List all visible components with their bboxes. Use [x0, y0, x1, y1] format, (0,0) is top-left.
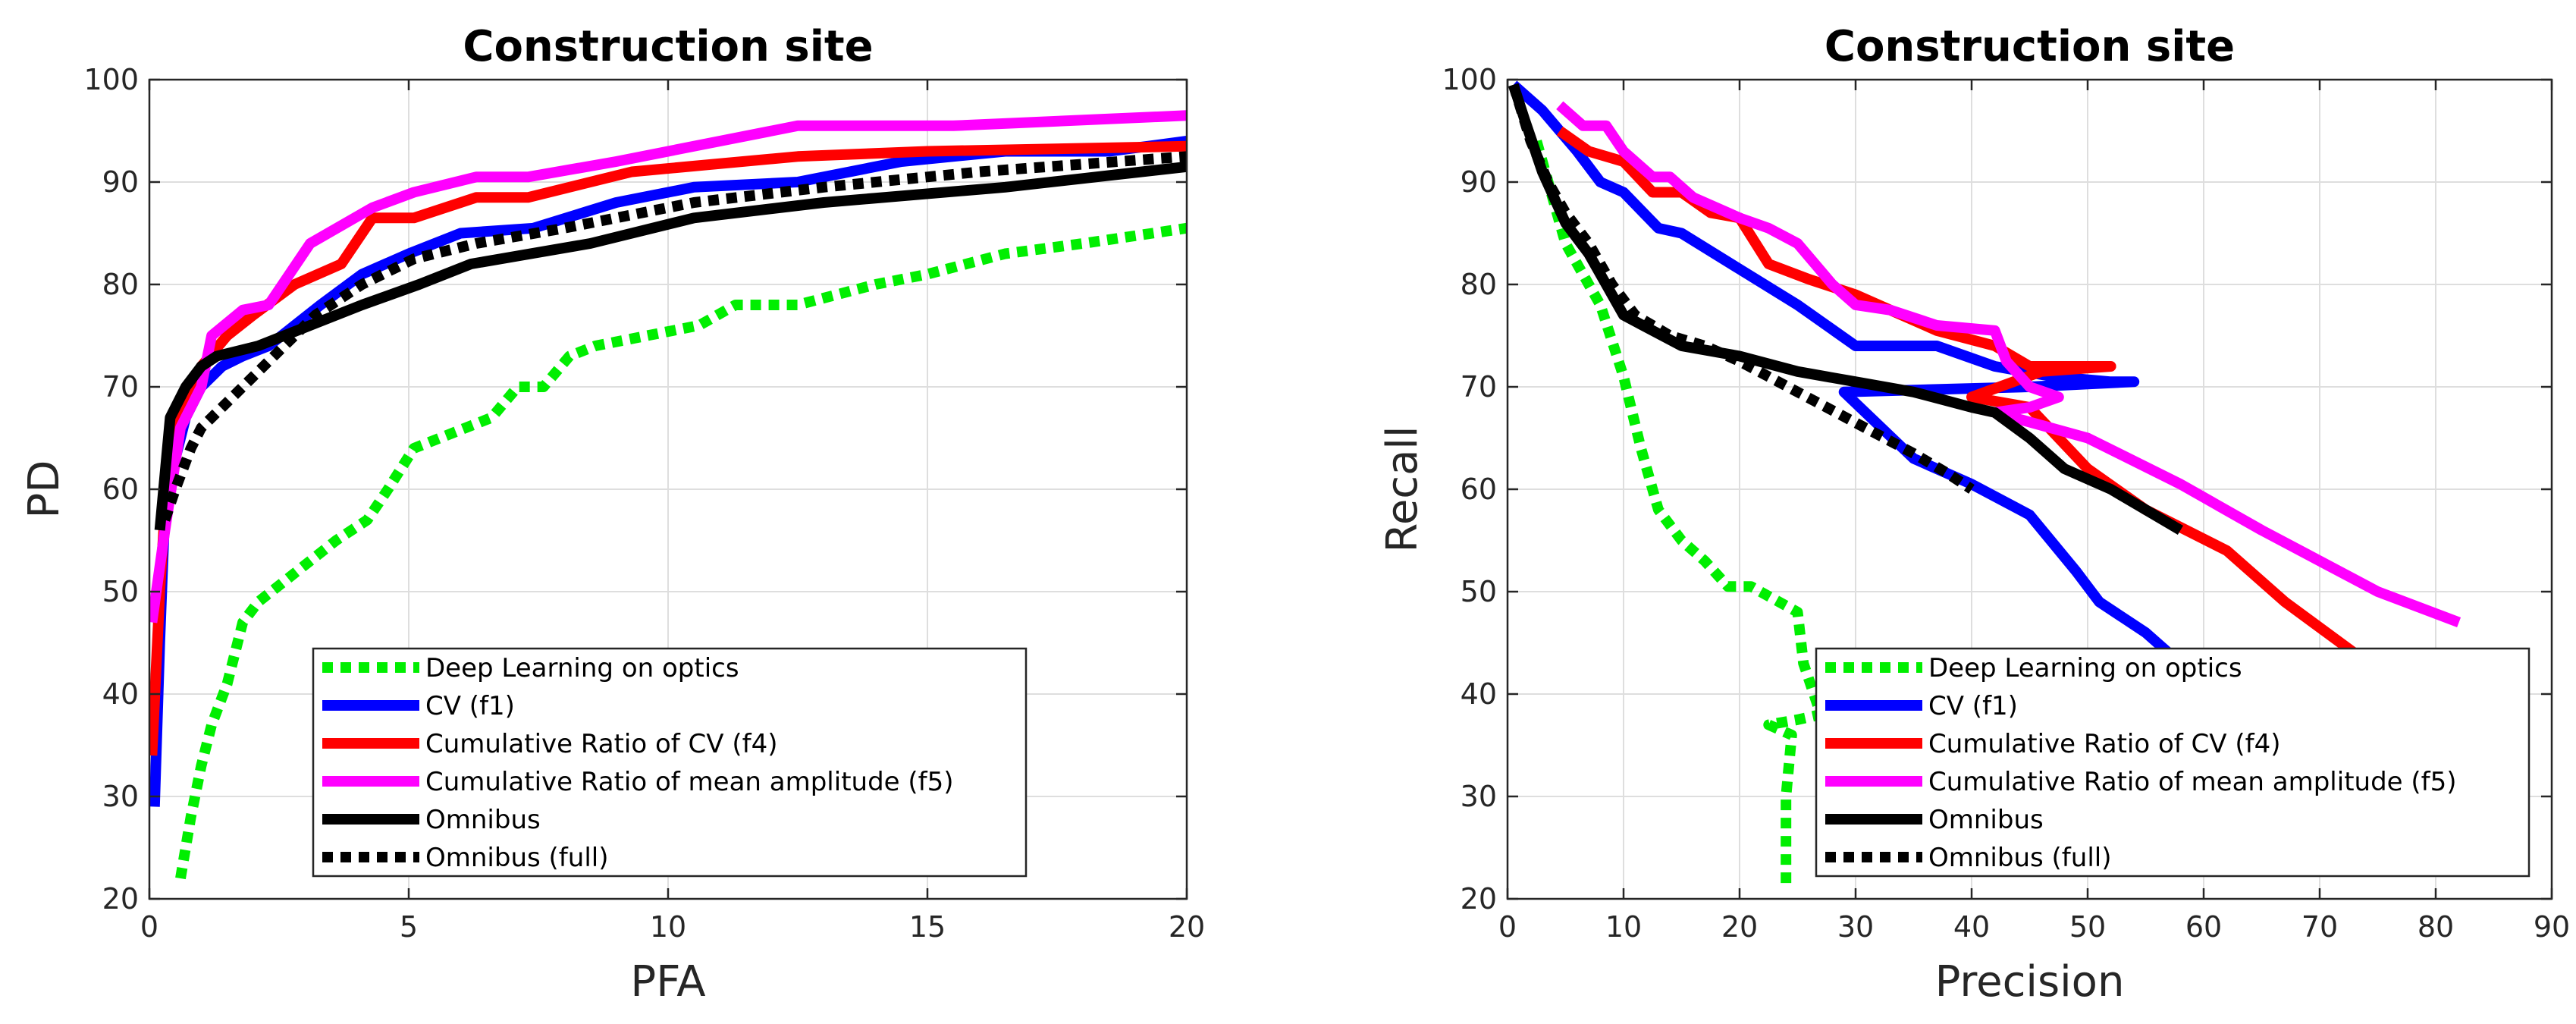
y-tick-label: 40	[102, 677, 139, 711]
series-line-3	[149, 110, 1187, 624]
y-tick-label: 70	[1461, 370, 1497, 404]
legend-box	[312, 647, 1028, 878]
y-tick-label: 80	[1461, 268, 1497, 301]
y-tick-label: 30	[102, 780, 139, 813]
series-line-3	[1556, 101, 2461, 628]
legend: Deep Learning on optics CV (f1) Cumulative…	[312, 647, 1028, 878]
y-tick-label: 20	[102, 882, 139, 916]
series-line-4	[154, 161, 1187, 531]
x-tick-label: 10	[1605, 910, 1642, 944]
y-tick-label: 40	[1461, 677, 1497, 711]
x-axis-label: PFA	[630, 957, 705, 1007]
y-tick-label: 70	[102, 370, 139, 404]
legend-label-5: Omnibus (full)	[1928, 843, 2111, 873]
y-axis-label: PD	[20, 460, 69, 519]
legend-label-0: Deep Learning on optics	[1928, 653, 2242, 683]
x-tick-label: 60	[2185, 910, 2222, 944]
series-line-4	[1508, 83, 2183, 536]
chart-title: Construction site	[1825, 22, 2235, 71]
legend-label-4: Omnibus	[1928, 805, 2044, 835]
legend-label-1: CV (f1)	[425, 691, 515, 721]
legend: Deep Learning on optics CV (f1) Cumulative…	[1815, 647, 2531, 878]
legend-label-1: CV (f1)	[1928, 691, 2018, 721]
y-tick-label: 50	[102, 575, 139, 608]
legend-label-4: Omnibus	[425, 805, 541, 835]
x-tick-label: 15	[909, 910, 946, 944]
x-tick-label: 20	[1721, 910, 1758, 944]
x-tick-label: 0	[140, 910, 158, 944]
y-tick-label: 60	[1461, 473, 1497, 506]
legend-label-5: Omnibus (full)	[425, 843, 608, 873]
x-tick-label: 80	[2418, 910, 2454, 944]
y-tick-label: 60	[102, 473, 139, 506]
y-axis-label: Recall	[1378, 426, 1427, 552]
series-line-0	[175, 222, 1187, 880]
series-line-0	[1531, 140, 1827, 889]
legend-label-0: Deep Learning on optics	[425, 653, 739, 683]
right-chart-precision-recall: 0 10 20 30 40 50 60 70 80 90 20 30 40 50 60 70 80 90 100 Co…	[1378, 22, 2570, 1007]
x-axis-label: Precision	[1935, 957, 2125, 1007]
y-tick-label: 90	[102, 165, 139, 199]
x-tick-label: 50	[2069, 910, 2106, 944]
y-tick-label: 50	[1461, 575, 1497, 608]
y-tick-label: 100	[1442, 63, 1497, 96]
y-tick-label: 90	[1461, 165, 1497, 199]
y-tick-label: 20	[1461, 882, 1497, 916]
x-tick-label: 70	[2301, 910, 2338, 944]
legend-box	[1815, 647, 2531, 878]
x-tick-label: 40	[1953, 910, 1990, 944]
legend-label-2: Cumulative Ratio of CV (f4)	[425, 729, 777, 759]
y-tick-label: 30	[1461, 780, 1497, 813]
legend-label-3: Cumulative Ratio of mean amplitude (f5)	[425, 767, 954, 797]
x-tick-label: 90	[2534, 910, 2570, 944]
chart-title: Construction site	[463, 22, 873, 71]
series-line-1	[1510, 80, 2173, 658]
legend-label-2: Cumulative Ratio of CV (f4)	[1928, 729, 2280, 759]
series-group	[1508, 80, 2461, 889]
y-tick-label: 100	[83, 63, 139, 96]
x-tick-label: 5	[400, 910, 418, 944]
series-group	[149, 110, 1187, 880]
legend-label-3: Cumulative Ratio of mean amplitude (f5)	[1928, 767, 2457, 797]
y-tick-label: 80	[102, 268, 139, 301]
x-tick-label: 10	[650, 910, 686, 944]
x-tick-label: 20	[1169, 910, 1205, 944]
x-tick-label: 0	[1498, 910, 1517, 944]
left-chart-pfa-pd: 0 5 10 15 20 20 30 40 50 60 70 80 90 100 Construction …	[20, 22, 1205, 1007]
series-line-5	[1508, 83, 1975, 494]
x-tick-label: 30	[1837, 910, 1874, 944]
